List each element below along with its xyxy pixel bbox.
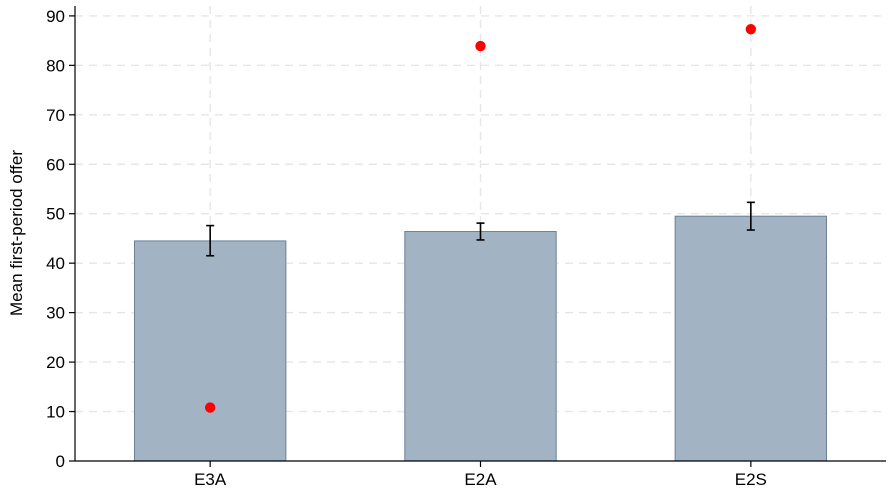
bar: [404, 231, 557, 462]
y-axis-title: Mean first-period offer: [7, 150, 26, 316]
y-tick-label: 10: [46, 403, 65, 422]
data-point: [475, 40, 486, 52]
error-bars: [206, 201, 755, 257]
x-tick-label: E2S: [735, 470, 767, 489]
bar: [674, 215, 828, 462]
bar: [133, 240, 287, 462]
y-tick-label: 30: [46, 304, 65, 323]
data-point: [204, 402, 216, 413]
points: [204, 24, 757, 413]
y-tick-label: 20: [46, 353, 65, 372]
y-tick-label: 80: [46, 56, 65, 75]
y-tick-label: 60: [46, 155, 65, 174]
y-tick-label: 90: [46, 7, 65, 26]
x-tick-label: E3A: [194, 470, 227, 489]
y-tick-label: 70: [46, 106, 65, 125]
axes: 0 10 20 30 40 50 60 70 80 90 E3A E2A E2S: [46, 6, 886, 489]
y-tick-label: 0: [56, 452, 65, 471]
y-tick-label: 40: [46, 254, 65, 273]
bars: [133, 215, 828, 462]
x-tick-label: E2A: [464, 470, 497, 489]
data-point: [745, 24, 757, 35]
y-tick-label: 50: [46, 205, 65, 224]
